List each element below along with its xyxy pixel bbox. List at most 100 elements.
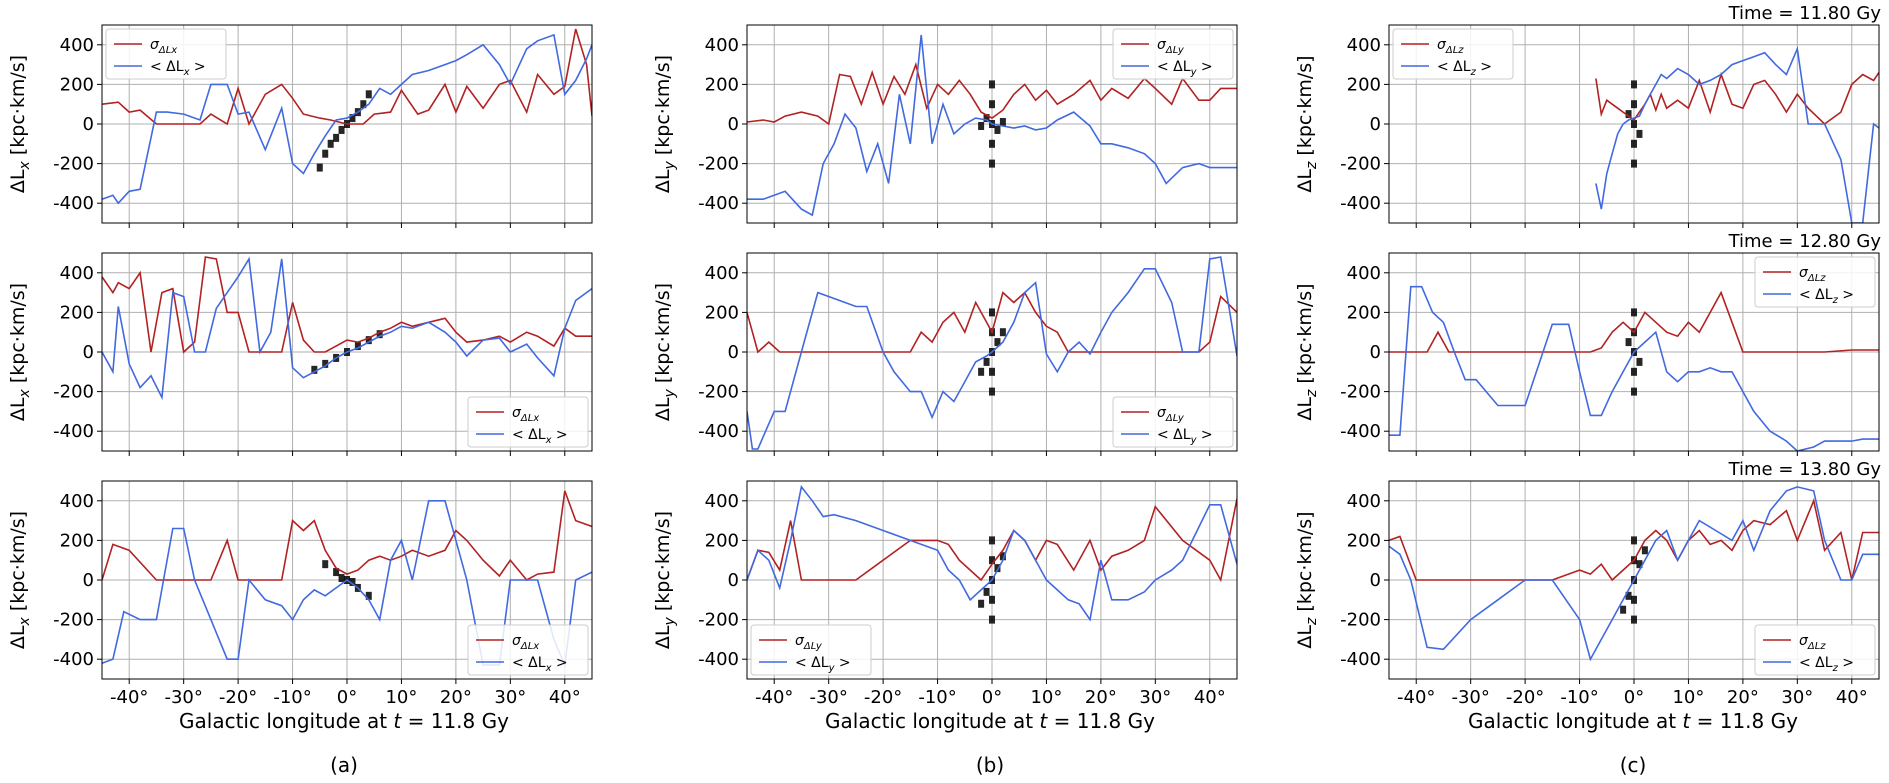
histogram-cell <box>983 114 990 123</box>
histogram-cell <box>354 342 361 351</box>
legend-entry: σΔLy <box>1157 405 1185 424</box>
legend: σΔLz < ΔLz > <box>1392 28 1514 80</box>
x-tick-label: 0° <box>982 687 1002 708</box>
y-tick-label: 200 <box>1347 530 1381 551</box>
y-tick-label: 200 <box>705 302 739 323</box>
time-label: Time = 12.80 Gy <box>1728 231 1882 252</box>
histogram-cell <box>989 595 995 604</box>
histogram-cell <box>1625 591 1632 600</box>
legend-entry: σΔLx <box>512 405 539 424</box>
histogram-cell <box>989 308 995 317</box>
legend-entry: < ΔLy > <box>1157 427 1213 446</box>
histogram-cell <box>1631 139 1637 148</box>
x-tick-label: -20° <box>219 687 257 708</box>
y-tick-label: -400 <box>1340 421 1381 442</box>
y-axis-label: ΔLy [kpc·km/s] <box>652 55 678 193</box>
y-tick-label: 200 <box>60 302 94 323</box>
histogram-cell <box>333 568 340 577</box>
y-tick-label: -200 <box>53 382 94 403</box>
legend-entry: < ΔLx > <box>512 655 568 674</box>
y-tick-label: 400 <box>705 35 739 56</box>
mean-series-line <box>1389 285 1879 451</box>
x-tick-label: 30° <box>494 687 526 708</box>
mean-series-line <box>747 485 1237 622</box>
legend: σΔLz < ΔLz > <box>1754 256 1876 308</box>
y-tick-label: 200 <box>705 530 739 551</box>
legend: σΔLx < ΔLx > <box>467 624 589 676</box>
y-tick-label: -400 <box>698 193 739 214</box>
x-tick-label: -40° <box>755 687 793 708</box>
legend-entry: < ΔLz > <box>1799 655 1854 674</box>
legend-entry: σΔLz <box>1437 37 1464 56</box>
histogram-cell <box>983 587 990 596</box>
histogram-cell <box>1620 605 1627 614</box>
histogram-cell <box>999 118 1006 127</box>
column-label: (a) <box>330 753 358 777</box>
histogram-cell <box>322 560 329 569</box>
sigma-series-line <box>747 61 1237 126</box>
histogram-cell <box>349 577 356 586</box>
mean-series-line <box>102 499 592 669</box>
y-tick-label: 200 <box>60 74 94 95</box>
panel-1-2: 400 200 0 -200 -400 ΔLz [kpc·km/s] σΔLz < ΔLz > <box>1294 252 1880 456</box>
mean-series-line <box>1389 486 1879 662</box>
panel-0-0: 400 200 0 -200 -400 ΔLx [kpc·km/s] σΔLx < ΔLx > <box>7 24 593 228</box>
y-axis-label: ΔLz [kpc·km/s] <box>1294 55 1320 192</box>
legend-entry: σΔLx <box>512 633 539 652</box>
histogram-cell <box>349 114 356 123</box>
legend-entry: < ΔLx > <box>150 59 206 78</box>
column-label: (c) <box>1620 753 1647 777</box>
y-tick-label: -200 <box>698 382 739 403</box>
panel-0-2: 400 200 0 -200 -400 ΔLz [kpc·km/s] σΔLz < ΔLz > <box>1294 24 1880 228</box>
panel-2-1: -40° -30° -20° -10° 0° 10° 20° 30° 40° 400 200 0 -20… <box>652 480 1238 708</box>
y-tick-label: 400 <box>60 491 94 512</box>
y-axis-label: ΔLz [kpc·km/s] <box>1294 511 1320 648</box>
sigma-series-line <box>1389 290 1879 353</box>
y-tick-label: -400 <box>1340 649 1381 670</box>
histogram-cell <box>1636 357 1643 366</box>
x-tick-label: 10° <box>385 687 417 708</box>
histogram-cell <box>989 100 995 109</box>
y-tick-label: 200 <box>1347 74 1381 95</box>
x-tick-label: 20° <box>1727 687 1759 708</box>
histogram-cell <box>1631 595 1637 604</box>
y-tick-label: 0 <box>83 570 94 591</box>
histogram-cell <box>999 552 1006 561</box>
histogram-cell <box>1631 536 1637 545</box>
y-tick-label: -400 <box>698 421 739 442</box>
y-tick-label: -400 <box>1340 193 1381 214</box>
y-tick-label: 200 <box>705 74 739 95</box>
histogram-cell <box>327 139 334 148</box>
mean-series-line <box>747 34 1237 217</box>
sigma-series-line <box>102 28 592 127</box>
histogram-cell <box>994 338 1001 347</box>
y-tick-label: -400 <box>53 649 94 670</box>
x-axis-label: Galactic longitude at t = 11.8 Gy <box>825 709 1155 733</box>
y-axis-label: ΔLy [kpc·km/s] <box>652 283 678 421</box>
histogram-cell <box>978 121 985 130</box>
x-tick-label: -30° <box>809 687 847 708</box>
histogram-cell <box>365 591 372 600</box>
legend: σΔLy < ΔLy > <box>750 624 872 676</box>
y-tick-label: -400 <box>53 193 94 214</box>
histogram-cell <box>989 615 995 624</box>
column-label: (b) <box>976 753 1004 777</box>
histogram-cell <box>376 330 383 339</box>
x-tick-label: -40° <box>1397 687 1435 708</box>
y-axis-label: ΔLy [kpc·km/s] <box>652 511 678 649</box>
histogram-cell <box>1631 367 1637 376</box>
panel-0-1: 400 200 0 -200 -400 ΔLy [kpc·km/s] σΔLy < ΔLy > <box>652 24 1238 228</box>
panel-1-0: 400 200 0 -200 -400 ΔLx [kpc·km/s] σΔLx < ΔLx > <box>7 252 593 456</box>
histogram-cell <box>1631 120 1637 128</box>
y-tick-label: 400 <box>705 491 739 512</box>
legend-entry: σΔLz <box>1799 265 1826 284</box>
x-tick-label: -30° <box>1451 687 1489 708</box>
legend-entry: σΔLx <box>150 37 177 56</box>
time-label: Time = 13.80 Gy <box>1728 459 1882 480</box>
histogram-cell <box>365 336 372 345</box>
x-tick-label: 40° <box>549 687 581 708</box>
y-tick-label: -200 <box>698 154 739 175</box>
histogram-cell <box>322 149 329 158</box>
x-tick-label: -10° <box>1560 687 1598 708</box>
x-tick-label: 20° <box>1085 687 1117 708</box>
